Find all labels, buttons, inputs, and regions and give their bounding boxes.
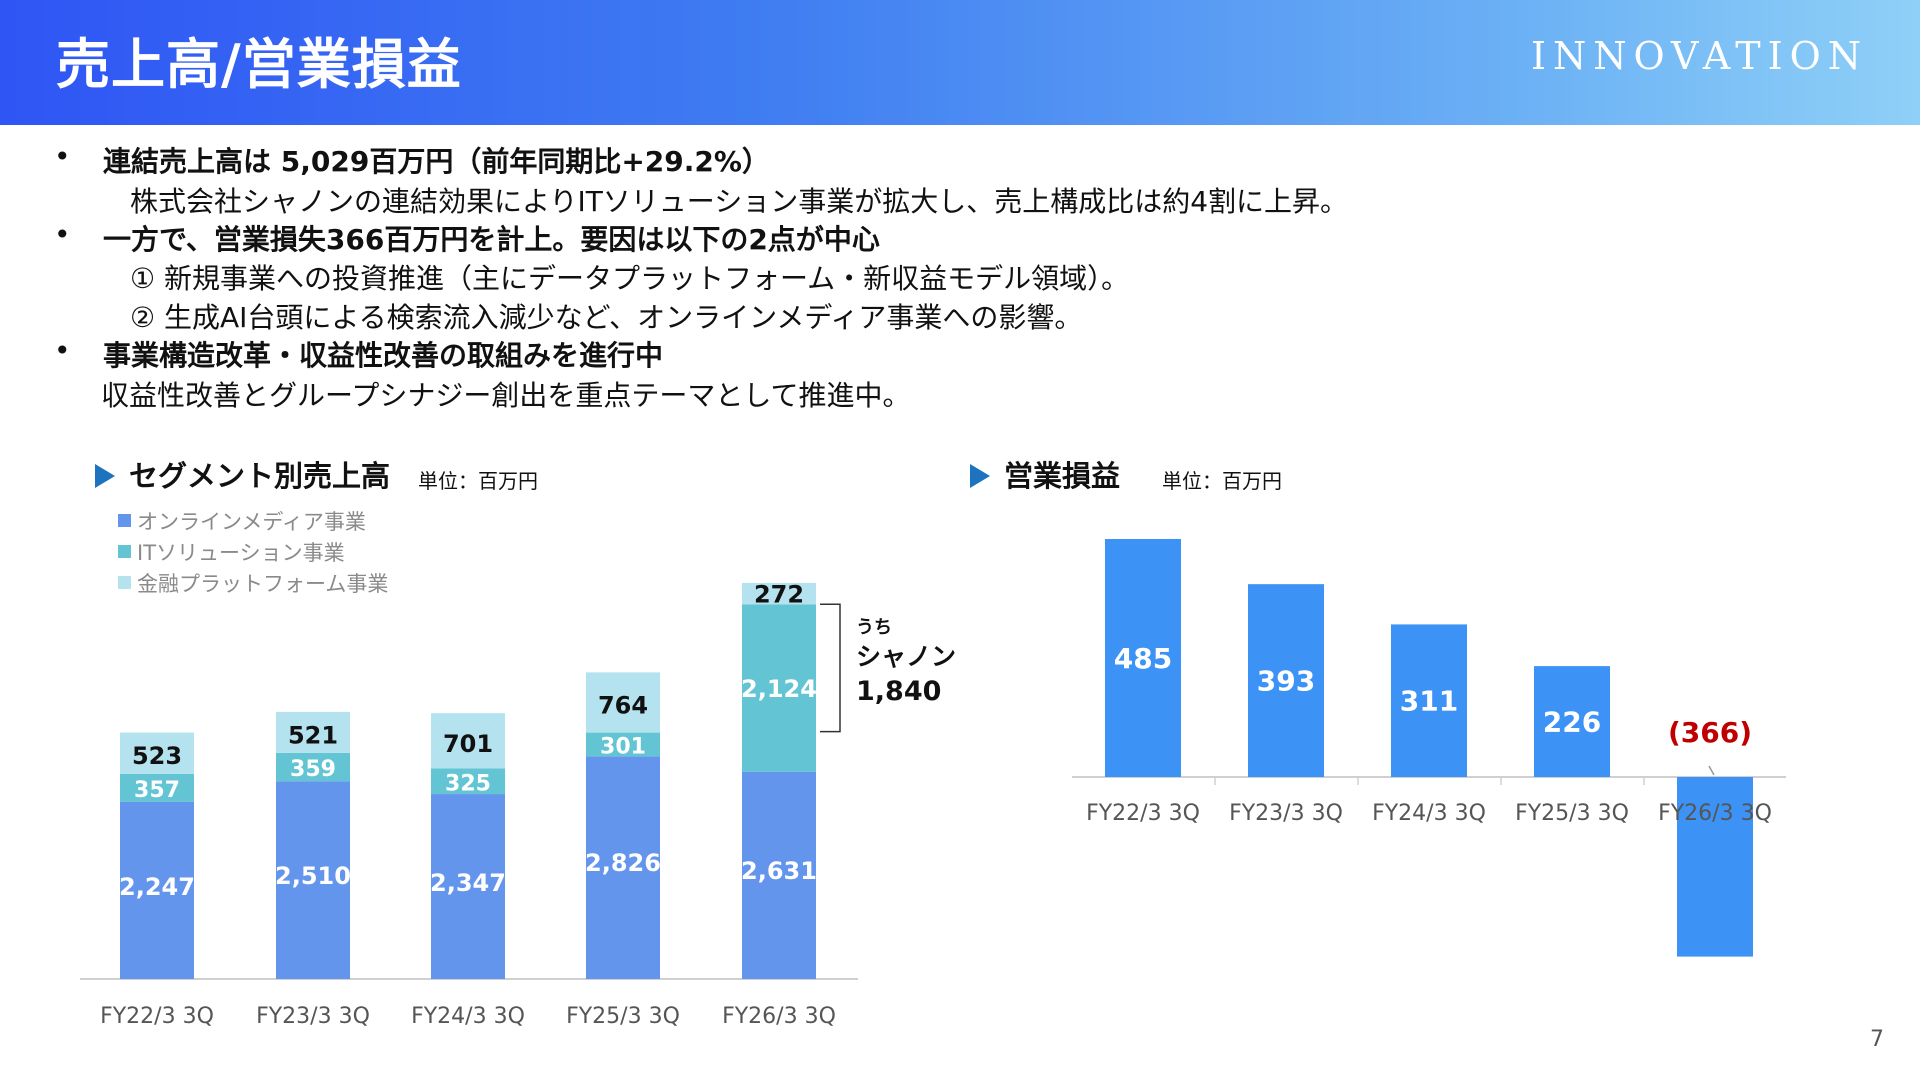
- legend-item: 金融プラットフォーム事業: [118, 567, 388, 598]
- op-bar: [1534, 666, 1610, 777]
- bullet-line: 株式会社シャノンの連結効果によりITソリューション事業が拡大し、売上構成比は約4…: [130, 185, 1349, 218]
- segment-data-label: 2,510: [275, 862, 351, 890]
- segment-data-label: 2,347: [430, 869, 506, 897]
- op-bar: [1391, 624, 1467, 777]
- op-bar: [1677, 777, 1753, 957]
- op-x-tick-label: FY23/3 3Q: [1229, 801, 1343, 826]
- bullet-line: ① 新規事業への投資推進（主にデータプラットフォーム・新収益モデル領域）。: [130, 262, 1130, 295]
- bullet-dot-icon: •: [54, 218, 71, 251]
- segment-x-tick-label: FY25/3 3Q: [566, 1004, 680, 1029]
- segment-data-label: 2,826: [585, 849, 661, 877]
- segment-data-label: 521: [288, 721, 338, 749]
- legend-item: オンラインメディア事業: [118, 505, 388, 536]
- triangle-marker-icon: [95, 464, 115, 488]
- op-bar: [1105, 539, 1181, 777]
- op-label-leader: [1708, 765, 1715, 776]
- op-x-tick-label: FY24/3 3Q: [1372, 801, 1486, 826]
- legend-swatch: [118, 545, 131, 558]
- legend-swatch: [118, 514, 131, 527]
- annotation-line1: うち: [856, 617, 892, 638]
- op-x-tick-label: FY22/3 3Q: [1086, 801, 1200, 826]
- op-x-tick-label: FY25/3 3Q: [1515, 801, 1629, 826]
- legend-label: ITソリューション事業: [137, 540, 345, 565]
- bullet-dot-icon: •: [54, 140, 71, 173]
- legend-label: オンラインメディア事業: [137, 509, 366, 534]
- segment-chart-heading: セグメント別売上高: [95, 453, 390, 495]
- segment-data-label: 701: [443, 730, 493, 758]
- segment-data-label: 357: [134, 778, 180, 803]
- bullet-line: 収益性改善とグループシナジー創出を重点テーマとして推進中。: [101, 379, 911, 412]
- page-number: 7: [1870, 1027, 1884, 1052]
- bullet-line: ② 生成AI台頭による検索流入減少など、オンラインメディア事業への影響。: [130, 301, 1083, 334]
- op-data-label: 311: [1400, 685, 1458, 718]
- segment-bar: [586, 672, 660, 733]
- company-logo: INNOVATION: [1531, 34, 1868, 78]
- op-data-label: 485: [1114, 642, 1172, 675]
- op-data-label: 226: [1543, 706, 1601, 739]
- segment-bar: [586, 756, 660, 979]
- bullet-line: 一方で、営業損失366百万円を計上。要因は以下の2点が中心: [103, 223, 880, 256]
- segment-data-label: 2,247: [119, 873, 195, 901]
- op-data-label-negative: (366): [1668, 716, 1752, 749]
- segment-data-label: 523: [132, 742, 182, 770]
- segment-data-label: 325: [445, 771, 491, 796]
- segment-bar: [276, 752, 350, 782]
- page-title: 売上高/営業損益: [56, 33, 462, 96]
- segment-bar: [586, 732, 660, 757]
- bullet-line: 連結売上高は 5,029百万円（前年同期比+29.2%）: [103, 145, 770, 178]
- op-chart-heading: 営業損益: [970, 453, 1120, 495]
- segment-bar: [742, 771, 816, 979]
- op-data-label: 393: [1257, 665, 1315, 698]
- op-bar: [1248, 584, 1324, 777]
- annotation-line2: シャノン: [856, 642, 956, 671]
- segment-data-label: 2,124: [741, 675, 817, 703]
- segment-bar: [120, 801, 194, 979]
- segment-bar: [431, 713, 505, 769]
- segment-x-tick-label: FY23/3 3Q: [256, 1004, 370, 1029]
- segment-data-label: 764: [598, 691, 648, 719]
- annotation-line3: 1,840: [856, 676, 941, 707]
- header-banner: 売上高/営業損益 INNOVATION: [0, 0, 1920, 125]
- segment-x-tick-label: FY26/3 3Q: [722, 1004, 836, 1029]
- segment-bar: [276, 781, 350, 979]
- op-x-tick-label: FY26/3 3Q: [1658, 801, 1772, 826]
- segment-bar: [120, 732, 194, 774]
- legend-item: ITソリューション事業: [118, 536, 388, 567]
- segment-bar: [276, 711, 350, 753]
- legend-swatch: [118, 576, 131, 589]
- legend-label: 金融プラットフォーム事業: [137, 571, 389, 596]
- segment-bar: [431, 768, 505, 795]
- triangle-marker-icon: [970, 464, 990, 488]
- segment-bar: [742, 604, 816, 772]
- bullet-line: 事業構造改革・収益性改善の取組みを進行中: [103, 339, 664, 372]
- segment-bar: [742, 582, 816, 605]
- segment-data-label: 2,631: [741, 857, 817, 885]
- segment-data-label: 301: [600, 734, 646, 759]
- segment-data-label: 272: [754, 581, 804, 609]
- op-chart-unit: 単位：百万円: [1162, 469, 1282, 493]
- segment-chart-legend: オンラインメディア事業 ITソリューション事業金融プラットフォーム事業: [118, 505, 388, 598]
- segment-x-tick-label: FY24/3 3Q: [411, 1004, 525, 1029]
- segment-data-label: 359: [290, 757, 336, 782]
- segment-bar: [120, 773, 194, 802]
- segment-bar: [431, 794, 505, 979]
- segment-x-tick-label: FY22/3 3Q: [100, 1004, 214, 1029]
- annotation-bracket: [820, 603, 841, 733]
- bullet-dot-icon: •: [54, 334, 71, 367]
- segment-chart-unit: 単位：百万円: [418, 469, 538, 493]
